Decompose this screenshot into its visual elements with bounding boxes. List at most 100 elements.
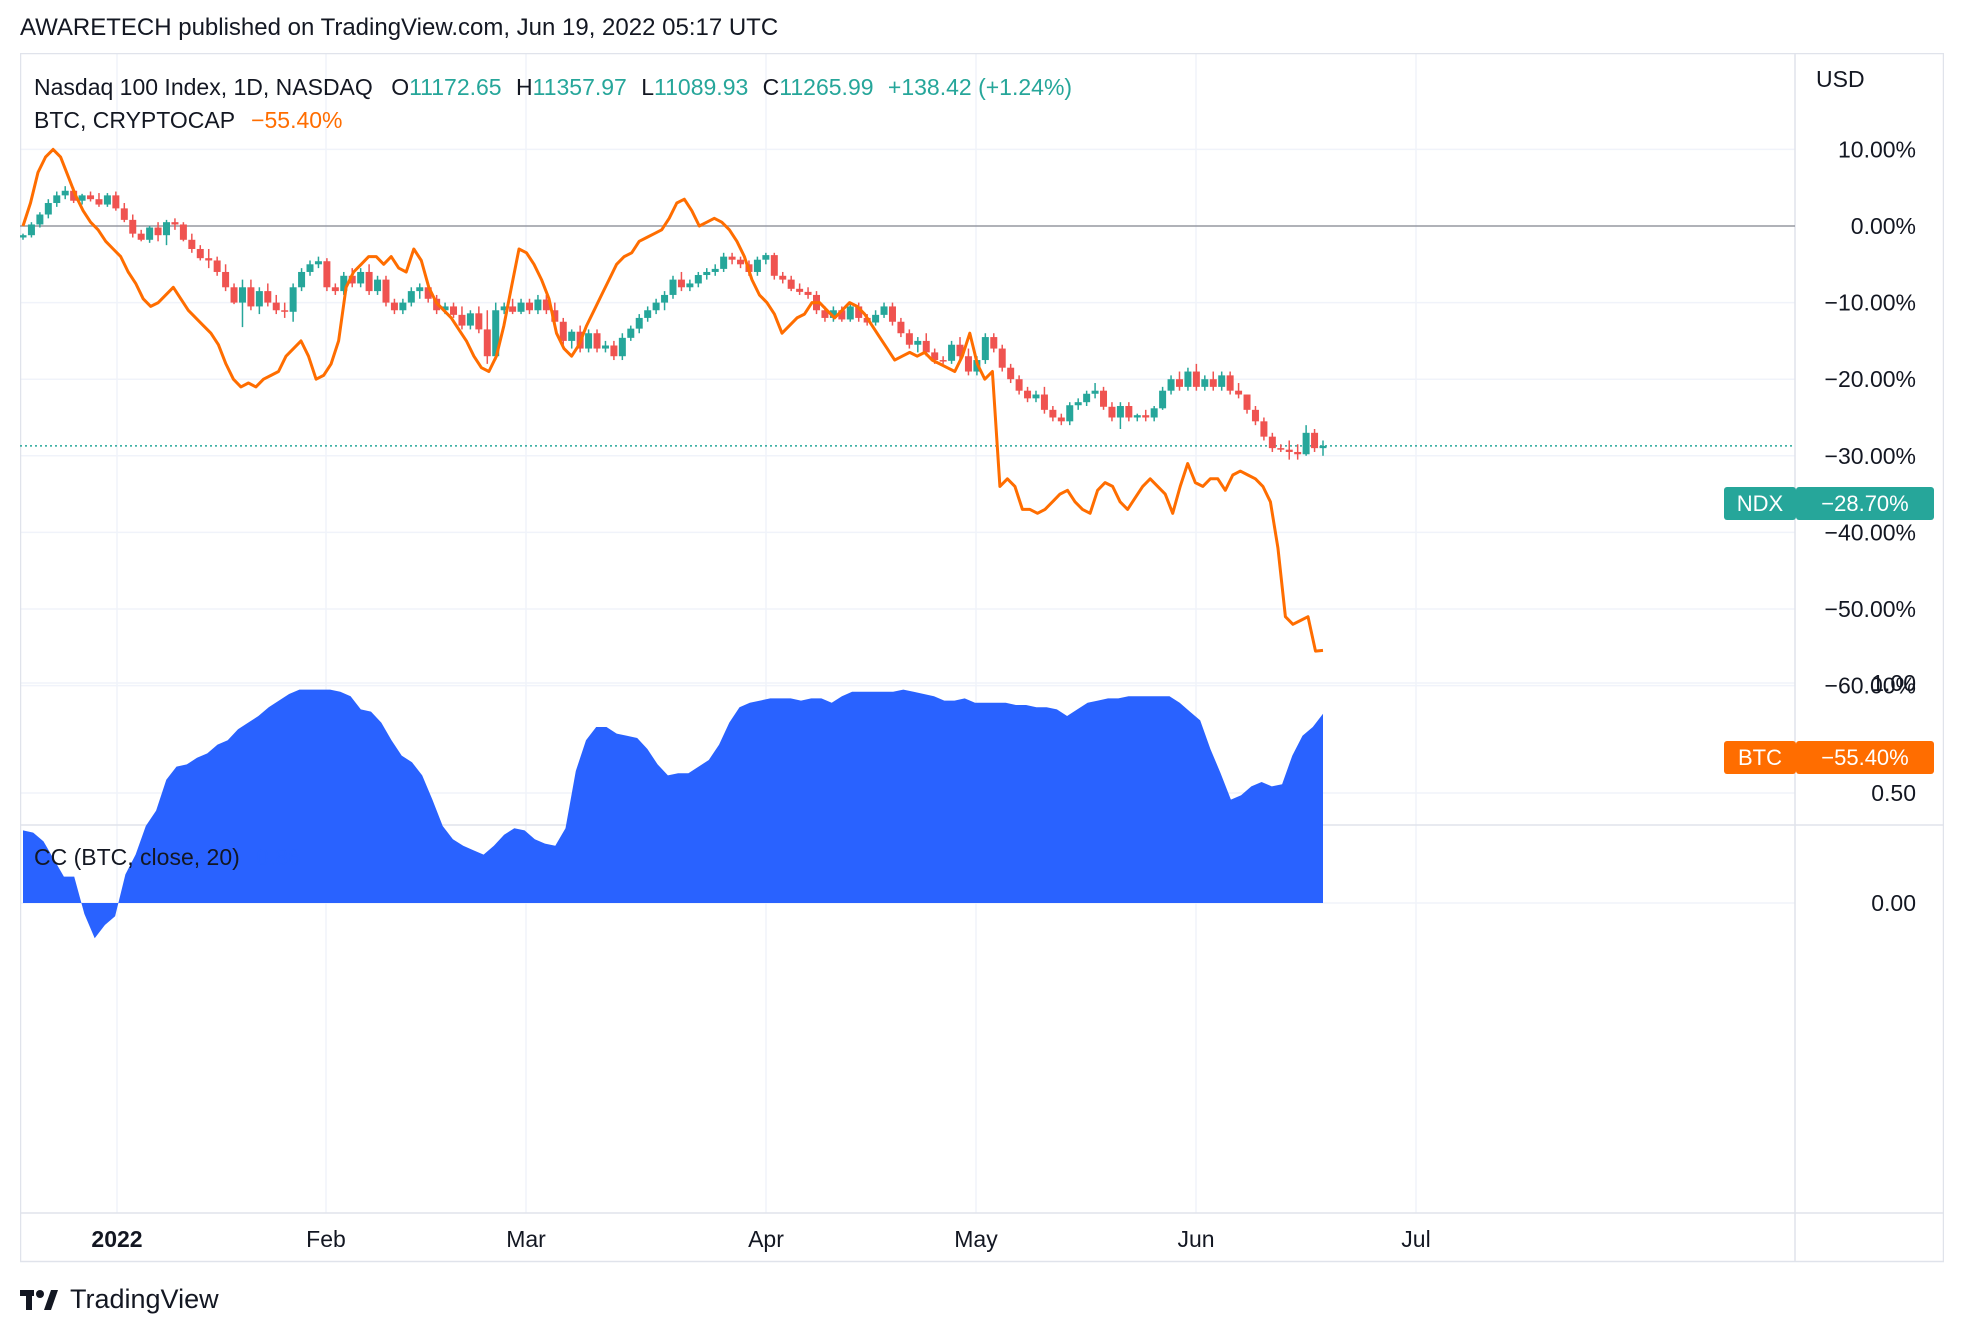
- ohlc-close-value: 11265.99: [779, 74, 873, 100]
- candle: [990, 333, 998, 353]
- candle-body: [964, 356, 972, 372]
- candle-body: [1133, 415, 1141, 418]
- candle: [27, 222, 35, 238]
- candle: [19, 233, 27, 240]
- candle-body: [1209, 379, 1217, 387]
- candle: [416, 283, 424, 299]
- candle: [264, 283, 272, 307]
- candle-body: [255, 291, 263, 307]
- candle-body: [711, 268, 719, 272]
- btc-badge-value-bg: [1796, 741, 1934, 774]
- candle: [483, 310, 491, 364]
- candle: [289, 283, 297, 322]
- candle: [796, 283, 804, 295]
- candle-body: [939, 360, 947, 362]
- candle-body: [272, 302, 280, 311]
- cc-tick-label: 0.00: [1871, 890, 1916, 916]
- candle: [1243, 394, 1251, 414]
- candle: [779, 271, 787, 284]
- candle: [627, 325, 635, 341]
- candle: [711, 264, 719, 276]
- candle: [762, 252, 770, 265]
- candle-body: [382, 279, 390, 303]
- candle: [753, 256, 761, 276]
- candle-body: [230, 287, 238, 303]
- ndx-badge-label-bg: [1724, 487, 1796, 520]
- candle: [188, 233, 196, 253]
- publisher-line: AWARETECH published on TradingView.com, …: [20, 14, 779, 41]
- candle: [222, 264, 230, 292]
- candle-layer: [19, 186, 1327, 460]
- candle-body: [601, 345, 609, 349]
- candle: [888, 302, 896, 326]
- candle: [914, 337, 922, 353]
- candle-body: [213, 260, 221, 272]
- candle-body: [1040, 394, 1048, 410]
- price-tick-label: −60.00%: [1825, 673, 1916, 699]
- time-tick-label: Jul: [1401, 1226, 1430, 1252]
- candle: [1209, 371, 1217, 391]
- candle: [787, 275, 795, 292]
- candle-body: [1150, 408, 1158, 418]
- candle-body: [416, 287, 424, 292]
- candle-body: [1049, 409, 1057, 418]
- btc-badge-value: −55.40%: [1821, 745, 1908, 770]
- candle: [365, 264, 373, 295]
- candle: [163, 219, 171, 246]
- candle: [112, 191, 120, 211]
- candle-body: [914, 340, 922, 345]
- candle-body: [120, 208, 128, 220]
- candle-body: [36, 214, 44, 225]
- candle-body: [44, 203, 52, 215]
- candle: [1015, 375, 1023, 395]
- candle: [568, 329, 576, 349]
- change-value: +138.42 (+1.24%): [888, 74, 1072, 100]
- candle: [407, 287, 415, 307]
- candle-body: [146, 227, 154, 240]
- candle-body: [1015, 379, 1023, 391]
- candle: [686, 279, 694, 292]
- candle-body: [1251, 409, 1259, 422]
- candle-body: [1125, 406, 1133, 418]
- candle-body: [1116, 406, 1124, 418]
- candle-body: [686, 283, 694, 288]
- candle-body: [635, 317, 643, 329]
- candle-body: [618, 337, 626, 357]
- ndx-badge-value-bg: [1796, 487, 1934, 520]
- candle-body: [70, 190, 78, 201]
- candle-body: [804, 291, 812, 295]
- candle: [1024, 386, 1032, 403]
- candle-body: [779, 275, 787, 280]
- logo-wedge: [44, 1289, 58, 1310]
- candle-body: [517, 302, 525, 312]
- candle-body: [179, 224, 187, 240]
- candle-body: [27, 224, 35, 236]
- candle: [635, 314, 643, 334]
- candle: [677, 271, 685, 292]
- candle-body: [500, 306, 508, 311]
- candle: [1091, 383, 1099, 399]
- candle: [1066, 402, 1074, 426]
- candle-body: [855, 306, 863, 318]
- candle-body: [1260, 421, 1268, 437]
- chart-svg[interactable]: 10.00% 0.00% −10.00% −20.00% −30.00% −40.00% −…: [19, 52, 1945, 1268]
- candle: [1192, 363, 1200, 391]
- candle: [939, 356, 947, 364]
- candle-body: [323, 261, 331, 288]
- candle: [542, 294, 550, 315]
- btc-badge-label: BTC: [1738, 745, 1782, 770]
- candle-body: [399, 302, 407, 311]
- candle-body: [787, 279, 795, 289]
- ohlc-high-value: 11357.97: [533, 74, 627, 100]
- candle-body: [534, 299, 542, 311]
- candle: [1116, 402, 1124, 429]
- candle-body: [829, 310, 837, 318]
- chart-frame[interactable]: 10.00% 0.00% −10.00% −20.00% −30.00% −40.00% −…: [19, 52, 1945, 1273]
- grid-layer: [20, 53, 1795, 1213]
- candle: [281, 302, 289, 318]
- candle-body: [1184, 371, 1192, 387]
- candle-body: [390, 302, 398, 311]
- candle: [103, 193, 111, 207]
- candle-body: [846, 306, 854, 320]
- candle-body: [677, 279, 685, 288]
